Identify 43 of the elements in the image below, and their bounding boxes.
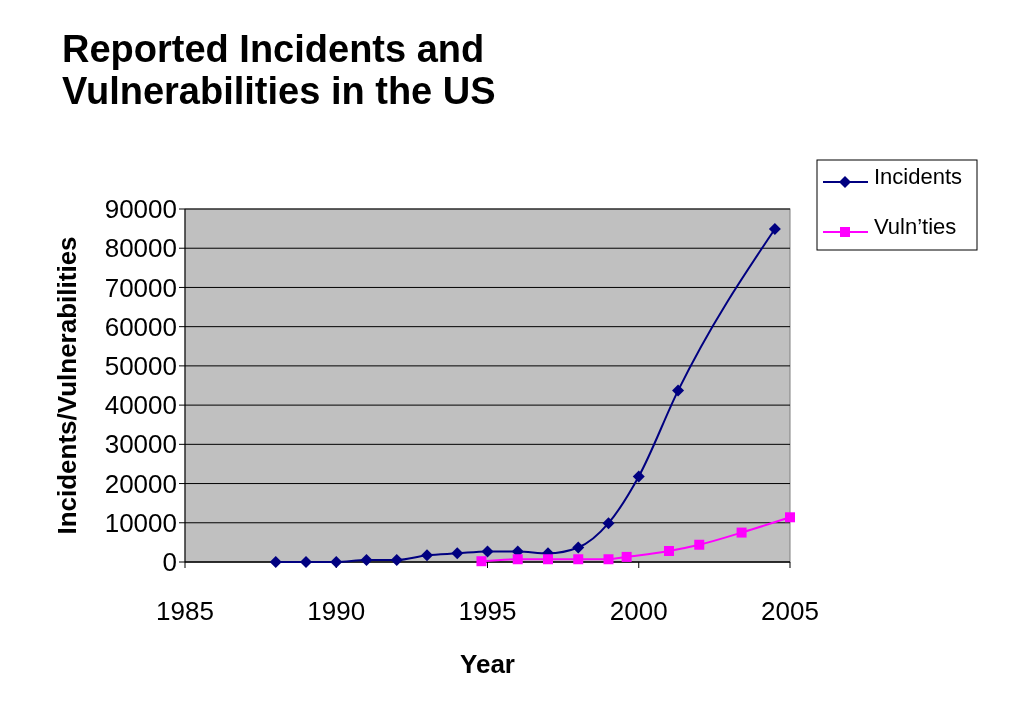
y-tick-label: 20000 [104, 468, 177, 499]
point [785, 512, 795, 523]
point [330, 556, 343, 568]
y-tick-label: 60000 [104, 311, 177, 342]
point [451, 547, 464, 560]
y-tick-label: 10000 [104, 507, 177, 538]
chart-title: Reported Incidents and Vulnerabilities in the US [62, 28, 496, 112]
point [694, 539, 705, 550]
point [736, 527, 747, 538]
x-tick-label: 2005 [761, 596, 819, 626]
y-axis-title: Incidents/Vulnerabilities [52, 236, 82, 535]
point [621, 551, 632, 562]
point [360, 554, 373, 567]
point [664, 546, 674, 557]
point [512, 554, 523, 565]
y-tick-label: 0 [162, 547, 177, 578]
legend-label: Vuln’ties [874, 214, 957, 240]
y-tick-label: 50000 [104, 350, 177, 381]
point [632, 470, 645, 483]
x-tick-label: 2000 [609, 596, 668, 626]
point [573, 554, 584, 565]
point [421, 549, 433, 562]
x-axis-title: Year [460, 649, 515, 679]
y-tick-label: 30000 [104, 429, 177, 460]
y-tick-label: 80000 [104, 233, 177, 264]
y-tick-label: 40000 [104, 390, 177, 421]
point [672, 384, 685, 397]
point [269, 556, 282, 568]
x-tick-label: 1990 [307, 596, 366, 626]
point [603, 554, 614, 565]
point [481, 545, 494, 558]
point [602, 517, 615, 530]
point [476, 556, 487, 567]
point [572, 541, 585, 554]
y-tick-label: 90000 [104, 194, 177, 225]
point [543, 554, 553, 565]
point [390, 554, 403, 567]
legend-label: Incidents [874, 164, 963, 190]
point [300, 556, 312, 568]
y-tick-label: 70000 [104, 272, 177, 303]
x-tick-label: 1995 [458, 596, 517, 626]
point [768, 223, 781, 235]
x-tick-label: 1985 [156, 596, 214, 626]
